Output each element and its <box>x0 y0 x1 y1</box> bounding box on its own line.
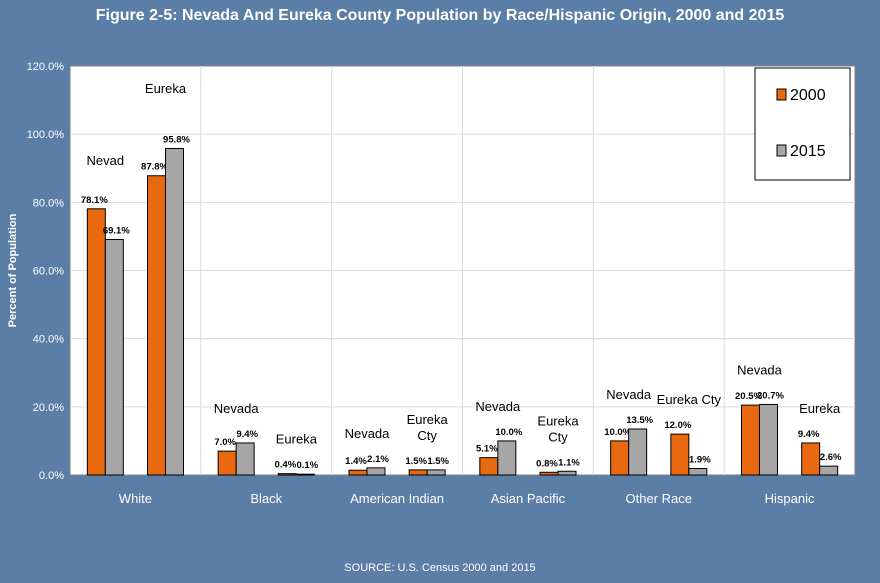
y-tick-label: 40.0% <box>33 334 64 346</box>
legend-swatch-2000 <box>776 88 787 101</box>
bar-2000 <box>147 175 167 476</box>
pair-label: Eureka <box>537 413 579 428</box>
bar-2015 <box>819 465 839 476</box>
data-label: 0.4% <box>275 460 297 471</box>
bar-2015 <box>557 470 577 476</box>
bar-2000 <box>217 450 237 476</box>
data-label: 12.0% <box>664 420 691 431</box>
data-label: 2.6% <box>820 452 842 463</box>
pair-label: Cty <box>417 428 437 443</box>
data-label: 95.8% <box>163 134 190 145</box>
data-label: 1.5% <box>405 456 427 467</box>
legend-swatch-2015 <box>776 144 787 157</box>
bar-2000 <box>277 473 297 476</box>
pair-label: Eureka Cty <box>657 392 722 407</box>
data-label: 10.0% <box>604 427 631 438</box>
bar-2000 <box>86 208 106 476</box>
x-category-label: Other Race <box>626 491 692 506</box>
bar-2000 <box>610 440 630 476</box>
y-tick-label: 100.0% <box>27 129 65 141</box>
data-label: 1.4% <box>345 456 367 467</box>
x-category-label: Black <box>250 491 282 506</box>
pair-label: Eureka <box>145 81 187 96</box>
y-tick-label: 120.0% <box>27 61 65 73</box>
data-label: 87.8% <box>141 162 168 173</box>
data-label: 20.5% <box>735 391 762 402</box>
bar-2015 <box>688 468 708 476</box>
bar-2015 <box>628 428 648 476</box>
y-tick-label: 60.0% <box>33 266 64 278</box>
data-label: 9.4% <box>798 429 820 440</box>
y-tick-label: 20.0% <box>33 402 64 414</box>
legend-box <box>754 67 851 181</box>
pair-label: Nevada <box>737 362 783 377</box>
chart-title: Figure 2-5: Nevada And Eureka County Pop… <box>95 7 785 24</box>
bar-2015 <box>104 238 124 476</box>
data-label: 13.5% <box>626 415 653 426</box>
bar-2000 <box>539 471 559 476</box>
bar-2000 <box>479 457 499 476</box>
y-tick-label: 0.0% <box>39 470 64 482</box>
data-label: 78.1% <box>81 195 108 206</box>
bar-2015 <box>165 147 185 476</box>
pair-label: Nevada <box>345 426 391 441</box>
bar-2000 <box>801 442 821 476</box>
bar-2000 <box>740 404 760 476</box>
legend-label: 2000 <box>790 87 826 104</box>
data-label: 9.4% <box>236 429 258 440</box>
x-category-label: American Indian <box>350 491 444 506</box>
bar-2000 <box>408 469 428 476</box>
pair-label: Nevada <box>214 401 260 416</box>
bar-2015 <box>758 403 778 476</box>
data-label: 1.1% <box>558 457 580 468</box>
data-label: 1.9% <box>689 455 711 466</box>
pair-label: Nevada <box>475 399 521 414</box>
data-label: 7.0% <box>214 437 236 448</box>
pair-label: Nevada <box>606 387 652 402</box>
data-label: 5.1% <box>476 444 498 455</box>
legend-label: 2015 <box>790 143 826 160</box>
pair-label: Eureka <box>799 401 841 416</box>
bar-2015 <box>366 467 386 476</box>
y-tick-label: 80.0% <box>33 197 64 209</box>
data-label: 10.0% <box>495 427 522 438</box>
pair-label: Nevad <box>87 153 125 168</box>
data-label: 20.7% <box>757 390 784 401</box>
data-label: 69.1% <box>103 225 130 236</box>
x-category-label: White <box>119 491 152 506</box>
data-label: 2.1% <box>367 454 389 465</box>
bar-2000 <box>348 469 368 476</box>
x-category-label: Asian Pacific <box>491 491 566 506</box>
bar-2015 <box>426 469 446 476</box>
data-label: 0.8% <box>536 458 558 469</box>
pair-label: Eureka <box>276 432 318 447</box>
bar-2000 <box>670 433 690 476</box>
bar-2015 <box>235 442 255 476</box>
source-note: SOURCE: U.S. Census 2000 and 2015 <box>344 562 536 574</box>
pair-label: Cty <box>548 429 568 444</box>
y-axis-label: Percent of Population <box>7 213 19 327</box>
bar-2015 <box>497 440 517 476</box>
pair-label: Eureka <box>407 412 449 427</box>
data-label: 0.1% <box>297 460 319 471</box>
bar-2015 <box>295 473 315 476</box>
data-label: 1.5% <box>427 456 449 467</box>
x-category-label: Hispanic <box>765 491 815 506</box>
